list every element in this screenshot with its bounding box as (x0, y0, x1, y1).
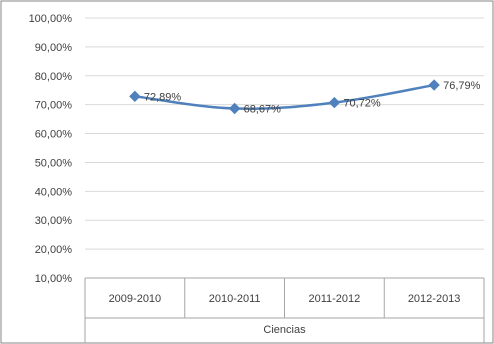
y-tick-label: 10,00% (35, 273, 73, 285)
y-tick-label: 90,00% (35, 42, 73, 54)
y-tick-label: 30,00% (35, 215, 73, 227)
y-tick-label: 40,00% (35, 186, 73, 198)
data-point-marker (328, 96, 341, 109)
y-tick-label: 60,00% (35, 129, 73, 141)
data-point-marker (129, 90, 141, 103)
y-tick-label: 70,00% (35, 100, 73, 112)
y-tick-label: 50,00% (35, 157, 73, 169)
data-point-marker (428, 79, 440, 91)
axes (84, 277, 485, 343)
data-label: 76,79% (443, 80, 481, 92)
x-category-label: 2010-2011 (209, 293, 261, 305)
data-point-marker (228, 102, 241, 115)
series-path (134, 83, 435, 110)
x-category-label: 2009-2010 (109, 293, 162, 305)
x-category-label: 2012-2013 (408, 293, 461, 305)
x-category-label: 2011-2012 (308, 293, 360, 305)
gridlines (85, 17, 484, 250)
y-tick-label: 80,00% (35, 71, 73, 83)
x-axis-category-labels: 2009-2010 2010-2011 2011-2012 2012-2013 (109, 293, 461, 305)
data-label: 72,89% (144, 91, 182, 103)
y-tick-label: 100,00% (29, 13, 73, 25)
data-label: 68,67% (244, 104, 282, 116)
y-axis-tick-labels: 10,00% 20,00% 30,00% 40,00% 50,00% 60,00% 70,0… (29, 13, 73, 285)
data-labels: 72,89% 68,67% 70,72% 76,79% (144, 80, 481, 115)
series-markers (129, 79, 440, 115)
y-tick-label: 20,00% (35, 244, 73, 256)
series-line (134, 83, 435, 110)
x-axis-group-label: Ciencias (263, 324, 306, 336)
data-label: 70,72% (343, 98, 381, 110)
